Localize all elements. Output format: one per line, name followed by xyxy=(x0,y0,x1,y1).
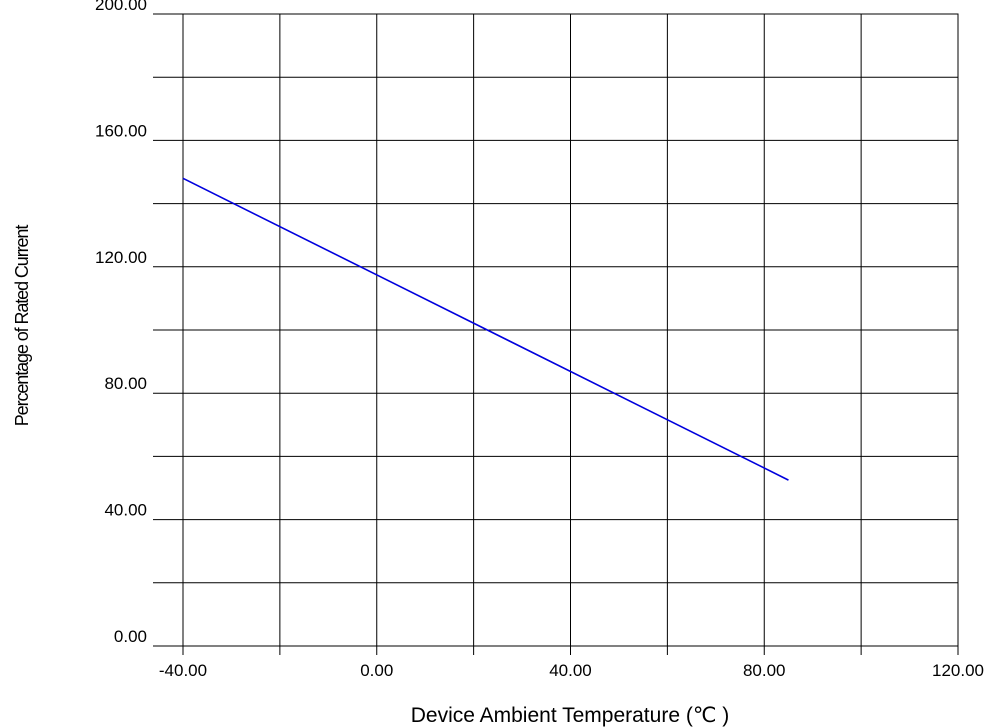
y-axis-title: Percentage of Rated Current xyxy=(12,225,32,427)
y-tick-label: 200.00 xyxy=(95,0,147,14)
x-tick-label: 0.00 xyxy=(360,661,393,680)
y-tick-label: 80.00 xyxy=(104,374,147,393)
y-tick-label: 0.00 xyxy=(114,627,147,646)
grid xyxy=(182,13,959,647)
x-tick-label: 80.00 xyxy=(743,661,786,680)
series-lines xyxy=(182,177,789,481)
x-tick-labels: -40.00 0.00 40.00 80.00 120.00 xyxy=(159,661,984,680)
x-axis-title: Device Ambient Temperature (℃ ) xyxy=(411,704,730,727)
y-tick-labels: 0.00 40.00 80.00 120.00 160.00 200.00 xyxy=(95,0,147,646)
y-tick-label: 160.00 xyxy=(95,121,147,140)
x-tick-label: 40.00 xyxy=(549,661,592,680)
tick-marks xyxy=(153,13,959,655)
x-tick-label: -40.00 xyxy=(159,661,207,680)
y-tick-label: 40.00 xyxy=(104,501,147,520)
x-tick-label: 120.00 xyxy=(932,661,984,680)
y-tick-label: 120.00 xyxy=(95,248,147,267)
series-line xyxy=(182,177,789,481)
